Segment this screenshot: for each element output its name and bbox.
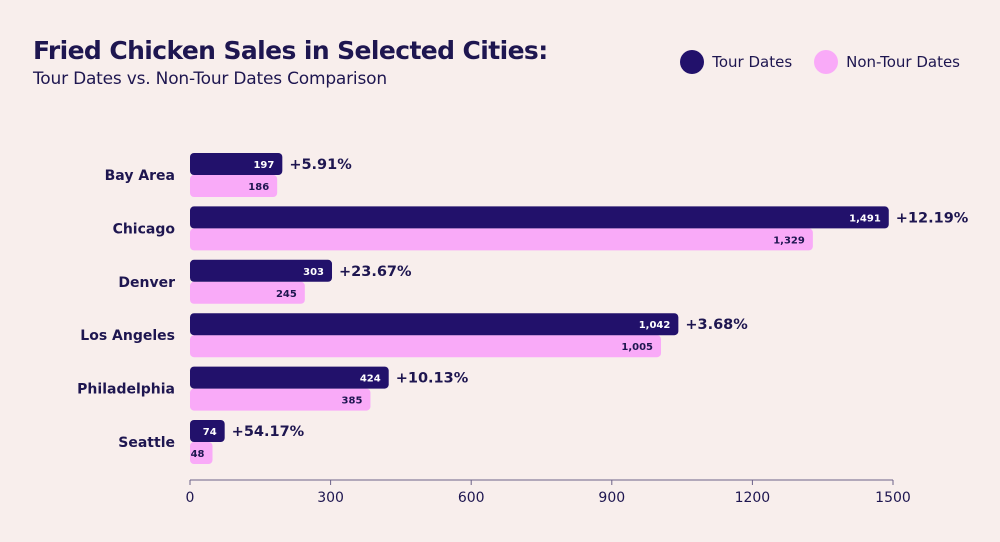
chart-title: Fried Chicken Sales in Selected Cities: — [33, 36, 548, 65]
category-label-chicago: Chicago — [113, 221, 176, 237]
bar-tour-seattle — [190, 420, 225, 442]
bar-nontour-denver — [190, 281, 305, 304]
legend-swatch-nontour — [814, 50, 839, 74]
value-label-tour-philadelphia: 424 — [360, 374, 381, 385]
legend-item-nontour: Non-Tour Dates — [814, 50, 960, 74]
x-tick-label-600: 600 — [458, 490, 485, 506]
legend-label-tour: Tour Dates — [712, 53, 793, 71]
bar-nontour-philadelphia — [190, 388, 371, 411]
category-label-seattle: Seattle — [118, 435, 175, 451]
bar-nontour-chicago — [190, 228, 813, 251]
chart-subtitle: Tour Dates vs. Non-Tour Dates Comparison — [33, 69, 387, 89]
category-label-denver: Denver — [118, 275, 175, 291]
value-label-nontour-los-angeles: 1,005 — [621, 342, 653, 353]
value-label-tour-bay-area: 197 — [253, 160, 274, 171]
change-label-chicago: +12.19% — [896, 210, 969, 226]
legend-label-nontour: Non-Tour Dates — [846, 53, 960, 71]
category-label-philadelphia: Philadelphia — [77, 382, 175, 398]
change-label-denver: +23.67% — [339, 264, 412, 280]
value-label-tour-chicago: 1,491 — [849, 213, 881, 224]
value-label-nontour-bay-area: 186 — [248, 182, 269, 193]
bar-nontour-los-angeles — [190, 335, 662, 358]
change-label-philadelphia: +10.13% — [396, 371, 469, 387]
value-label-tour-denver: 303 — [303, 267, 324, 278]
x-tick-label-1200: 1200 — [735, 490, 771, 506]
bar-tour-philadelphia — [190, 366, 389, 389]
bar-nontour-seattle — [190, 442, 213, 464]
value-label-nontour-denver: 245 — [276, 289, 297, 300]
x-tick-label-300: 300 — [317, 490, 344, 506]
value-label-nontour-seattle: 48 — [191, 449, 205, 460]
bar-tour-chicago — [190, 206, 889, 229]
value-label-tour-los-angeles: 1,042 — [639, 320, 671, 331]
legend-swatch-tour — [680, 50, 705, 74]
x-tick-label-0: 0 — [186, 490, 195, 506]
bar-nontour-bay-area — [190, 175, 278, 197]
bar-tour-los-angeles — [190, 313, 679, 336]
legend: Tour Dates Non-Tour Dates — [680, 50, 960, 74]
bar-tour-bay-area — [190, 153, 283, 175]
category-label-los-angeles: Los Angeles — [80, 328, 175, 344]
change-label-los-angeles: +3.68% — [685, 317, 748, 333]
value-label-tour-seattle: 74 — [203, 427, 217, 438]
value-label-nontour-philadelphia: 385 — [342, 396, 363, 407]
x-tick-label-1500: 1500 — [875, 490, 911, 506]
value-label-nontour-chicago: 1,329 — [773, 235, 805, 246]
x-tick-label-900: 900 — [598, 490, 625, 506]
legend-item-tour: Tour Dates — [680, 50, 792, 74]
bar-tour-denver — [190, 259, 333, 282]
change-label-bay-area: +5.91% — [289, 157, 352, 173]
category-label-bay-area: Bay Area — [105, 168, 175, 184]
change-label-seattle: +54.17% — [232, 424, 305, 440]
